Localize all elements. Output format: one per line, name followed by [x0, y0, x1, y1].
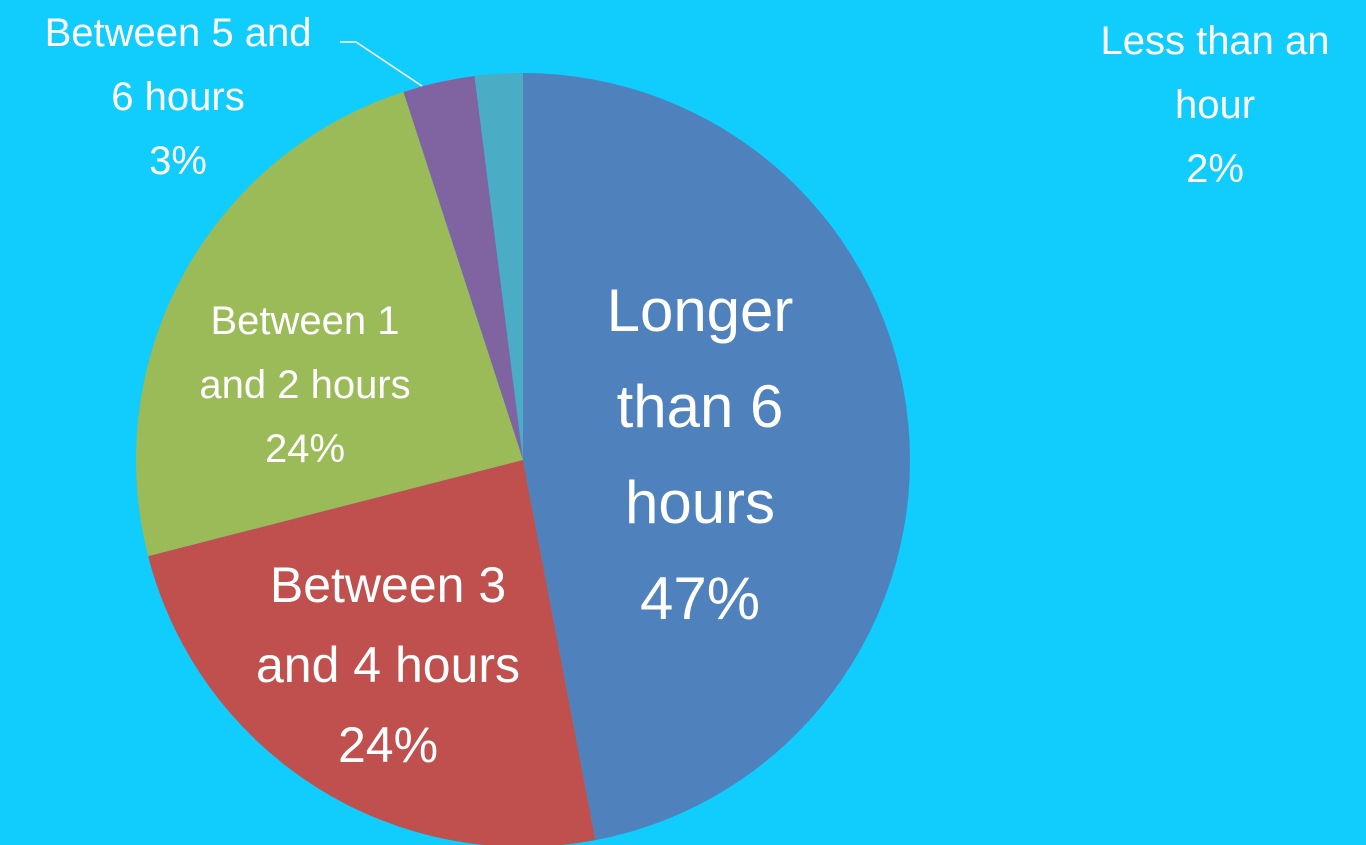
slice-label: Between 5 and 6 hours 3%	[33, 1, 323, 193]
category-label: Between 3 and 4 hours	[255, 557, 521, 693]
pie-slice	[474, 73, 523, 460]
category-label: Longer than 6 hours	[606, 277, 794, 536]
value-label: 47%	[639, 565, 761, 632]
category-label: Between 5 and 6 hours	[44, 11, 312, 119]
value-label: 3%	[149, 139, 207, 183]
leader-line	[340, 41, 423, 87]
category-label: Less than an hour	[1100, 19, 1330, 127]
pie-slice	[403, 76, 523, 461]
slice-label: Between 3 and 4 hours 24%	[228, 545, 548, 785]
value-label: 2%	[1186, 147, 1244, 191]
pie-slice	[148, 460, 596, 845]
category-label: Between 1 and 2 hours	[199, 299, 411, 407]
pie-slice	[523, 73, 911, 841]
slice-label: Longer than 6 hours 47%	[570, 263, 830, 647]
slice-label: Less than an hour 2%	[1085, 9, 1345, 201]
value-label: 24%	[264, 427, 346, 471]
pie-slice	[136, 91, 523, 557]
value-label: 24%	[337, 717, 439, 773]
slice-label: Between 1 and 2 hours 24%	[175, 289, 435, 481]
